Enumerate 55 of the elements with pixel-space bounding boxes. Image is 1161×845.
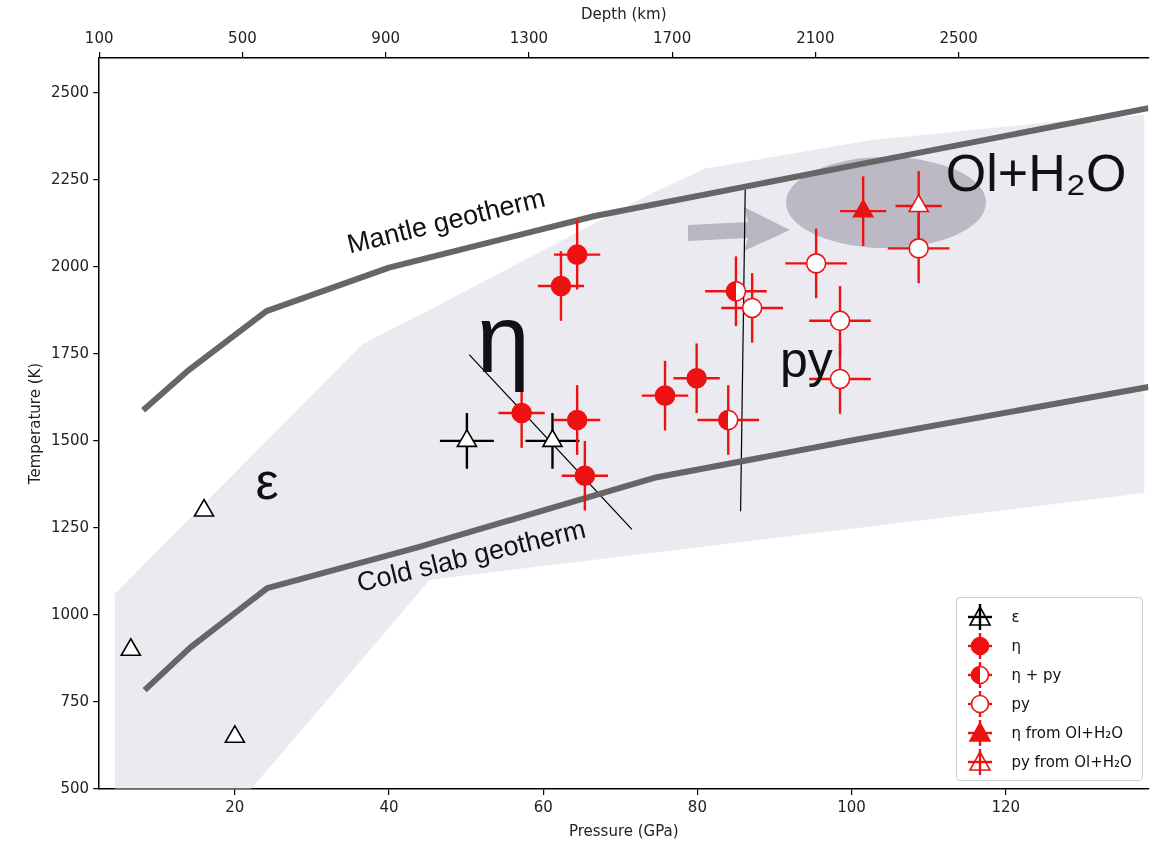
legend-label: py — [1011, 694, 1030, 713]
point — [511, 402, 532, 424]
annotation: py — [779, 331, 833, 388]
y-tick-label: 1750 — [50, 343, 90, 362]
x2-tick-label: 2100 — [796, 28, 835, 47]
point — [725, 280, 747, 302]
x2-tick-label: 100 — [84, 28, 114, 47]
point — [686, 367, 707, 389]
x-axis-title: Pressure (GPa) — [568, 821, 679, 840]
annotation: ε — [255, 451, 279, 510]
y-tick-label: 1250 — [50, 517, 90, 536]
legend-label: η + py — [1011, 665, 1062, 684]
point — [574, 465, 596, 487]
y-axis-title: Temperature (K) — [25, 362, 44, 486]
point — [120, 637, 142, 657]
point — [542, 429, 563, 448]
x2-tick-label: 500 — [228, 28, 257, 47]
point — [566, 244, 588, 265]
x-tick-label: 40 — [379, 797, 399, 816]
point — [224, 724, 246, 744]
y-tick-label: 1000 — [50, 604, 90, 623]
x2-tick-label: 1300 — [509, 28, 548, 47]
point — [805, 253, 827, 274]
y-tick-label: 500 — [60, 778, 90, 797]
legend-label: η from Ol+H₂O — [1011, 723, 1123, 742]
x2-tick-label: 900 — [371, 28, 400, 47]
y-tick-label: 2000 — [50, 256, 90, 275]
x-tick-label: 80 — [687, 797, 707, 816]
x-tick-label: 20 — [225, 797, 245, 816]
point — [654, 385, 676, 406]
annotation: Mantle geotherm — [344, 182, 549, 260]
x2-tick-label: 1700 — [653, 28, 692, 47]
point — [741, 297, 763, 319]
x-tick-label: 60 — [533, 797, 553, 816]
annotation: Ol+H₂O — [945, 144, 1127, 203]
y-tick-label: 2250 — [50, 169, 90, 188]
x2-tick-label: 2500 — [939, 28, 978, 47]
x2-axis-title: Depth (km) — [581, 4, 667, 23]
legend-label: py from Ol+H₂O — [1011, 752, 1132, 771]
point — [193, 498, 215, 517]
point — [908, 238, 929, 259]
x-tick-label: 120 — [991, 797, 1021, 816]
point — [717, 409, 739, 431]
legend-label: η — [1011, 636, 1021, 655]
point — [550, 275, 572, 297]
y-tick-label: 1500 — [50, 430, 90, 449]
annotation: η — [476, 284, 530, 392]
point — [829, 310, 851, 332]
point — [456, 429, 478, 448]
legend-label: ε — [1011, 607, 1020, 626]
point — [566, 409, 588, 431]
x-tick-label: 100 — [837, 797, 866, 816]
y-tick-label: 750 — [60, 691, 90, 710]
annotation: Cold slab geotherm — [353, 513, 589, 598]
y-tick-label: 2500 — [50, 82, 90, 101]
